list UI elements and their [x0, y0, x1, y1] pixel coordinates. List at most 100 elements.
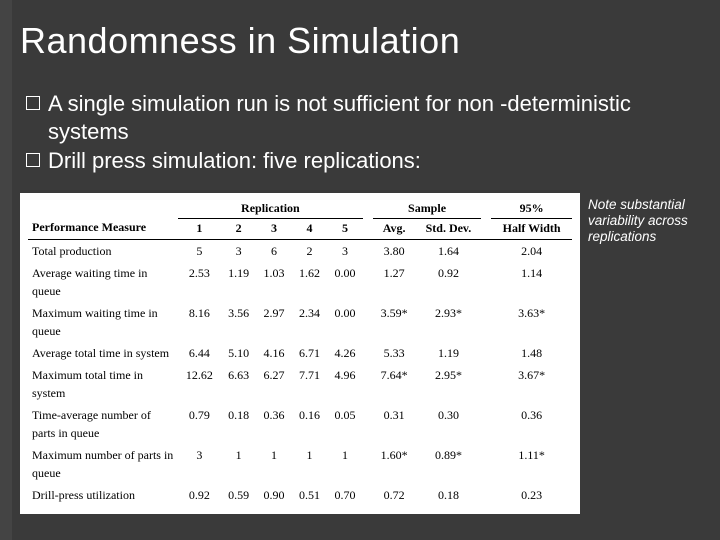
- cell: 1.64: [416, 239, 482, 262]
- col-1: 1: [178, 218, 221, 239]
- cell: 0.18: [416, 484, 482, 506]
- cell: 0.92: [178, 484, 221, 506]
- cell: 2.34: [292, 302, 327, 342]
- col-group-replication: Replication: [178, 199, 363, 219]
- col-5: 5: [327, 218, 362, 239]
- cell-pm: Average waiting time in queue: [28, 262, 178, 302]
- cell: 0.51: [292, 484, 327, 506]
- cell: 5.33: [373, 342, 416, 364]
- cell: 0.70: [327, 484, 362, 506]
- cell: 6.44: [178, 342, 221, 364]
- cell: 4.16: [256, 342, 291, 364]
- cell: 2.97: [256, 302, 291, 342]
- cell: 1.19: [221, 262, 256, 302]
- cell: 6.71: [292, 342, 327, 364]
- cell: 0.36: [256, 404, 291, 444]
- cell: 5.10: [221, 342, 256, 364]
- cell: 0.23: [491, 484, 572, 506]
- cell: 6.27: [256, 364, 291, 404]
- slide-title: Randomness in Simulation: [20, 20, 700, 62]
- cell: 0.90: [256, 484, 291, 506]
- cell: 7.64*: [373, 364, 416, 404]
- cell: 0.89*: [416, 444, 482, 484]
- cell: 5: [178, 239, 221, 262]
- cell: 3: [327, 239, 362, 262]
- col-group-sample: Sample: [373, 199, 482, 219]
- content-row: Replication Sample 95% Performance Measu…: [20, 193, 700, 514]
- cell: 2.53: [178, 262, 221, 302]
- cell: 0.72: [373, 484, 416, 506]
- cell: 1.62: [292, 262, 327, 302]
- cell: 1.14: [491, 262, 572, 302]
- cell-pm: Maximum total time in system: [28, 364, 178, 404]
- col-halfwidth: Half Width: [491, 218, 572, 239]
- bullet-item: A single simulation run is not sufficien…: [26, 90, 700, 145]
- cell: 2.93*: [416, 302, 482, 342]
- table-row: Time-average number of parts in queue 0.…: [28, 404, 572, 444]
- bullet-text: Drill press simulation: five replication…: [48, 147, 700, 175]
- cell: 0.79: [178, 404, 221, 444]
- table-row: Average total time in system 6.44 5.10 4…: [28, 342, 572, 364]
- cell: 3.59*: [373, 302, 416, 342]
- col-avg: Avg.: [373, 218, 416, 239]
- cell: 1.27: [373, 262, 416, 302]
- cell: 1.19: [416, 342, 482, 364]
- cell: 0.31: [373, 404, 416, 444]
- cell: 1: [221, 444, 256, 484]
- cell: 1: [292, 444, 327, 484]
- cell: 1: [256, 444, 291, 484]
- cell: 3: [221, 239, 256, 262]
- cell: 6.63: [221, 364, 256, 404]
- cell: 4.96: [327, 364, 362, 404]
- col-4: 4: [292, 218, 327, 239]
- bullet-list: A single simulation run is not sufficien…: [26, 90, 700, 175]
- cell: 0.16: [292, 404, 327, 444]
- cell: 2.04: [491, 239, 572, 262]
- cell: 12.62: [178, 364, 221, 404]
- table: Replication Sample 95% Performance Measu…: [28, 199, 572, 506]
- table-body: Total production 5 3 6 2 3 3.80 1.64 2.0…: [28, 239, 572, 506]
- slide-container: Randomness in Simulation A single simula…: [20, 20, 700, 514]
- table-row: Maximum number of parts in queue 3 1 1 1…: [28, 444, 572, 484]
- cell: 6: [256, 239, 291, 262]
- cell: 4.26: [327, 342, 362, 364]
- cell-pm: Maximum waiting time in queue: [28, 302, 178, 342]
- col-group-ci: 95%: [491, 199, 572, 219]
- cell: 3.56: [221, 302, 256, 342]
- cell: 3: [178, 444, 221, 484]
- cell-pm: Drill-press utilization: [28, 484, 178, 506]
- col-performance-measure: Performance Measure: [28, 218, 178, 239]
- cell: 0.92: [416, 262, 482, 302]
- cell: 0.30: [416, 404, 482, 444]
- cell: 8.16: [178, 302, 221, 342]
- cell: 1.60*: [373, 444, 416, 484]
- cell: 0.36: [491, 404, 572, 444]
- bullet-box-icon: [26, 96, 40, 110]
- cell-pm: Maximum number of parts in queue: [28, 444, 178, 484]
- table-row: Average waiting time in queue 2.53 1.19 …: [28, 262, 572, 302]
- bullet-box-icon: [26, 153, 40, 167]
- table-row: Maximum total time in system 12.62 6.63 …: [28, 364, 572, 404]
- col-2: 2: [221, 218, 256, 239]
- cell: 0.00: [327, 262, 362, 302]
- bullet-text: A single simulation run is not sufficien…: [48, 90, 700, 145]
- cell: 1.11*: [491, 444, 572, 484]
- bullet-item: Drill press simulation: five replication…: [26, 147, 700, 175]
- cell: 1: [327, 444, 362, 484]
- cell: 3.67*: [491, 364, 572, 404]
- cell: 0.00: [327, 302, 362, 342]
- cell: 0.59: [221, 484, 256, 506]
- side-note: Note substantial variability across repl…: [588, 193, 688, 246]
- table-row: Drill-press utilization 0.92 0.59 0.90 0…: [28, 484, 572, 506]
- cell: 0.05: [327, 404, 362, 444]
- cell: 3.63*: [491, 302, 572, 342]
- col-3: 3: [256, 218, 291, 239]
- table-row: Total production 5 3 6 2 3 3.80 1.64 2.0…: [28, 239, 572, 262]
- cell: 3.80: [373, 239, 416, 262]
- cell-pm: Average total time in system: [28, 342, 178, 364]
- col-stddev: Std. Dev.: [416, 218, 482, 239]
- cell: 0.18: [221, 404, 256, 444]
- cell: 2.95*: [416, 364, 482, 404]
- side-accent-bar: [0, 0, 12, 540]
- table-row: Maximum waiting time in queue 8.16 3.56 …: [28, 302, 572, 342]
